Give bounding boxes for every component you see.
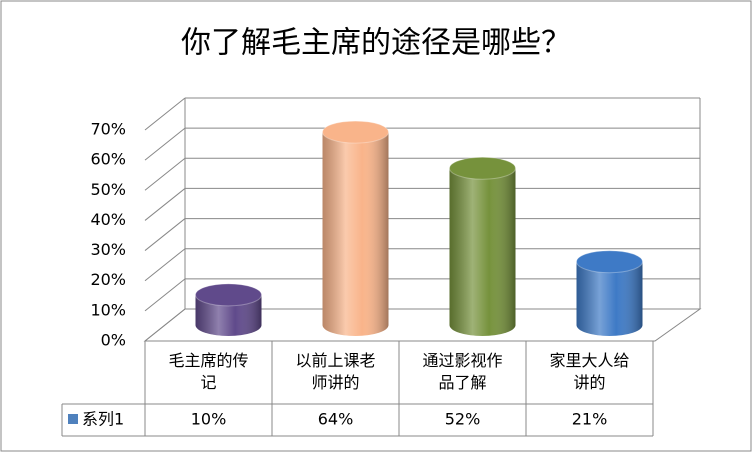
- grid-line: [144, 157, 186, 191]
- chart-title: 你了解毛主席的途径是哪些？: [181, 26, 571, 61]
- y-tick-label: 50%: [90, 180, 126, 199]
- value-label: 10%: [191, 410, 227, 429]
- bar-top: [322, 120, 389, 144]
- value-label: 64%: [318, 410, 354, 429]
- grid-line: [144, 97, 186, 131]
- legend-label: 系列1: [82, 410, 124, 429]
- y-tick-label: 70%: [90, 120, 126, 139]
- y-tick-label: 40%: [90, 210, 126, 229]
- grid-line: [144, 218, 186, 251]
- x-tick-label: 以前上课老师讲的: [295, 351, 376, 392]
- y-tick-label: 60%: [90, 150, 126, 169]
- grid-line: [144, 248, 186, 282]
- y-tick-label: 0%: [101, 331, 126, 350]
- y-tick-label: 10%: [90, 300, 126, 319]
- value-label: 52%: [445, 410, 481, 429]
- grid-line: [144, 308, 186, 342]
- grid-line: [144, 278, 186, 312]
- x-tick-label: 通过影视作品了解: [422, 351, 503, 392]
- bar-top: [576, 250, 643, 274]
- data-table: [61, 340, 654, 437]
- bar-shading: [576, 261, 643, 336]
- value-label: 21%: [572, 410, 608, 429]
- y-tick-label: 30%: [90, 240, 126, 259]
- x-tick-label: 毛主席的传记: [168, 351, 249, 392]
- grid-line: [144, 188, 186, 221]
- bar-shading: [195, 294, 262, 336]
- legend-key: [68, 414, 78, 424]
- x-tick-label: 家里大人给讲的: [549, 351, 630, 392]
- bar-shading: [449, 168, 516, 336]
- bar-top: [195, 283, 262, 307]
- grid-line: [144, 127, 186, 161]
- y-tick-label: 20%: [90, 270, 126, 289]
- bar-top: [449, 156, 516, 180]
- bar-shading: [322, 132, 389, 336]
